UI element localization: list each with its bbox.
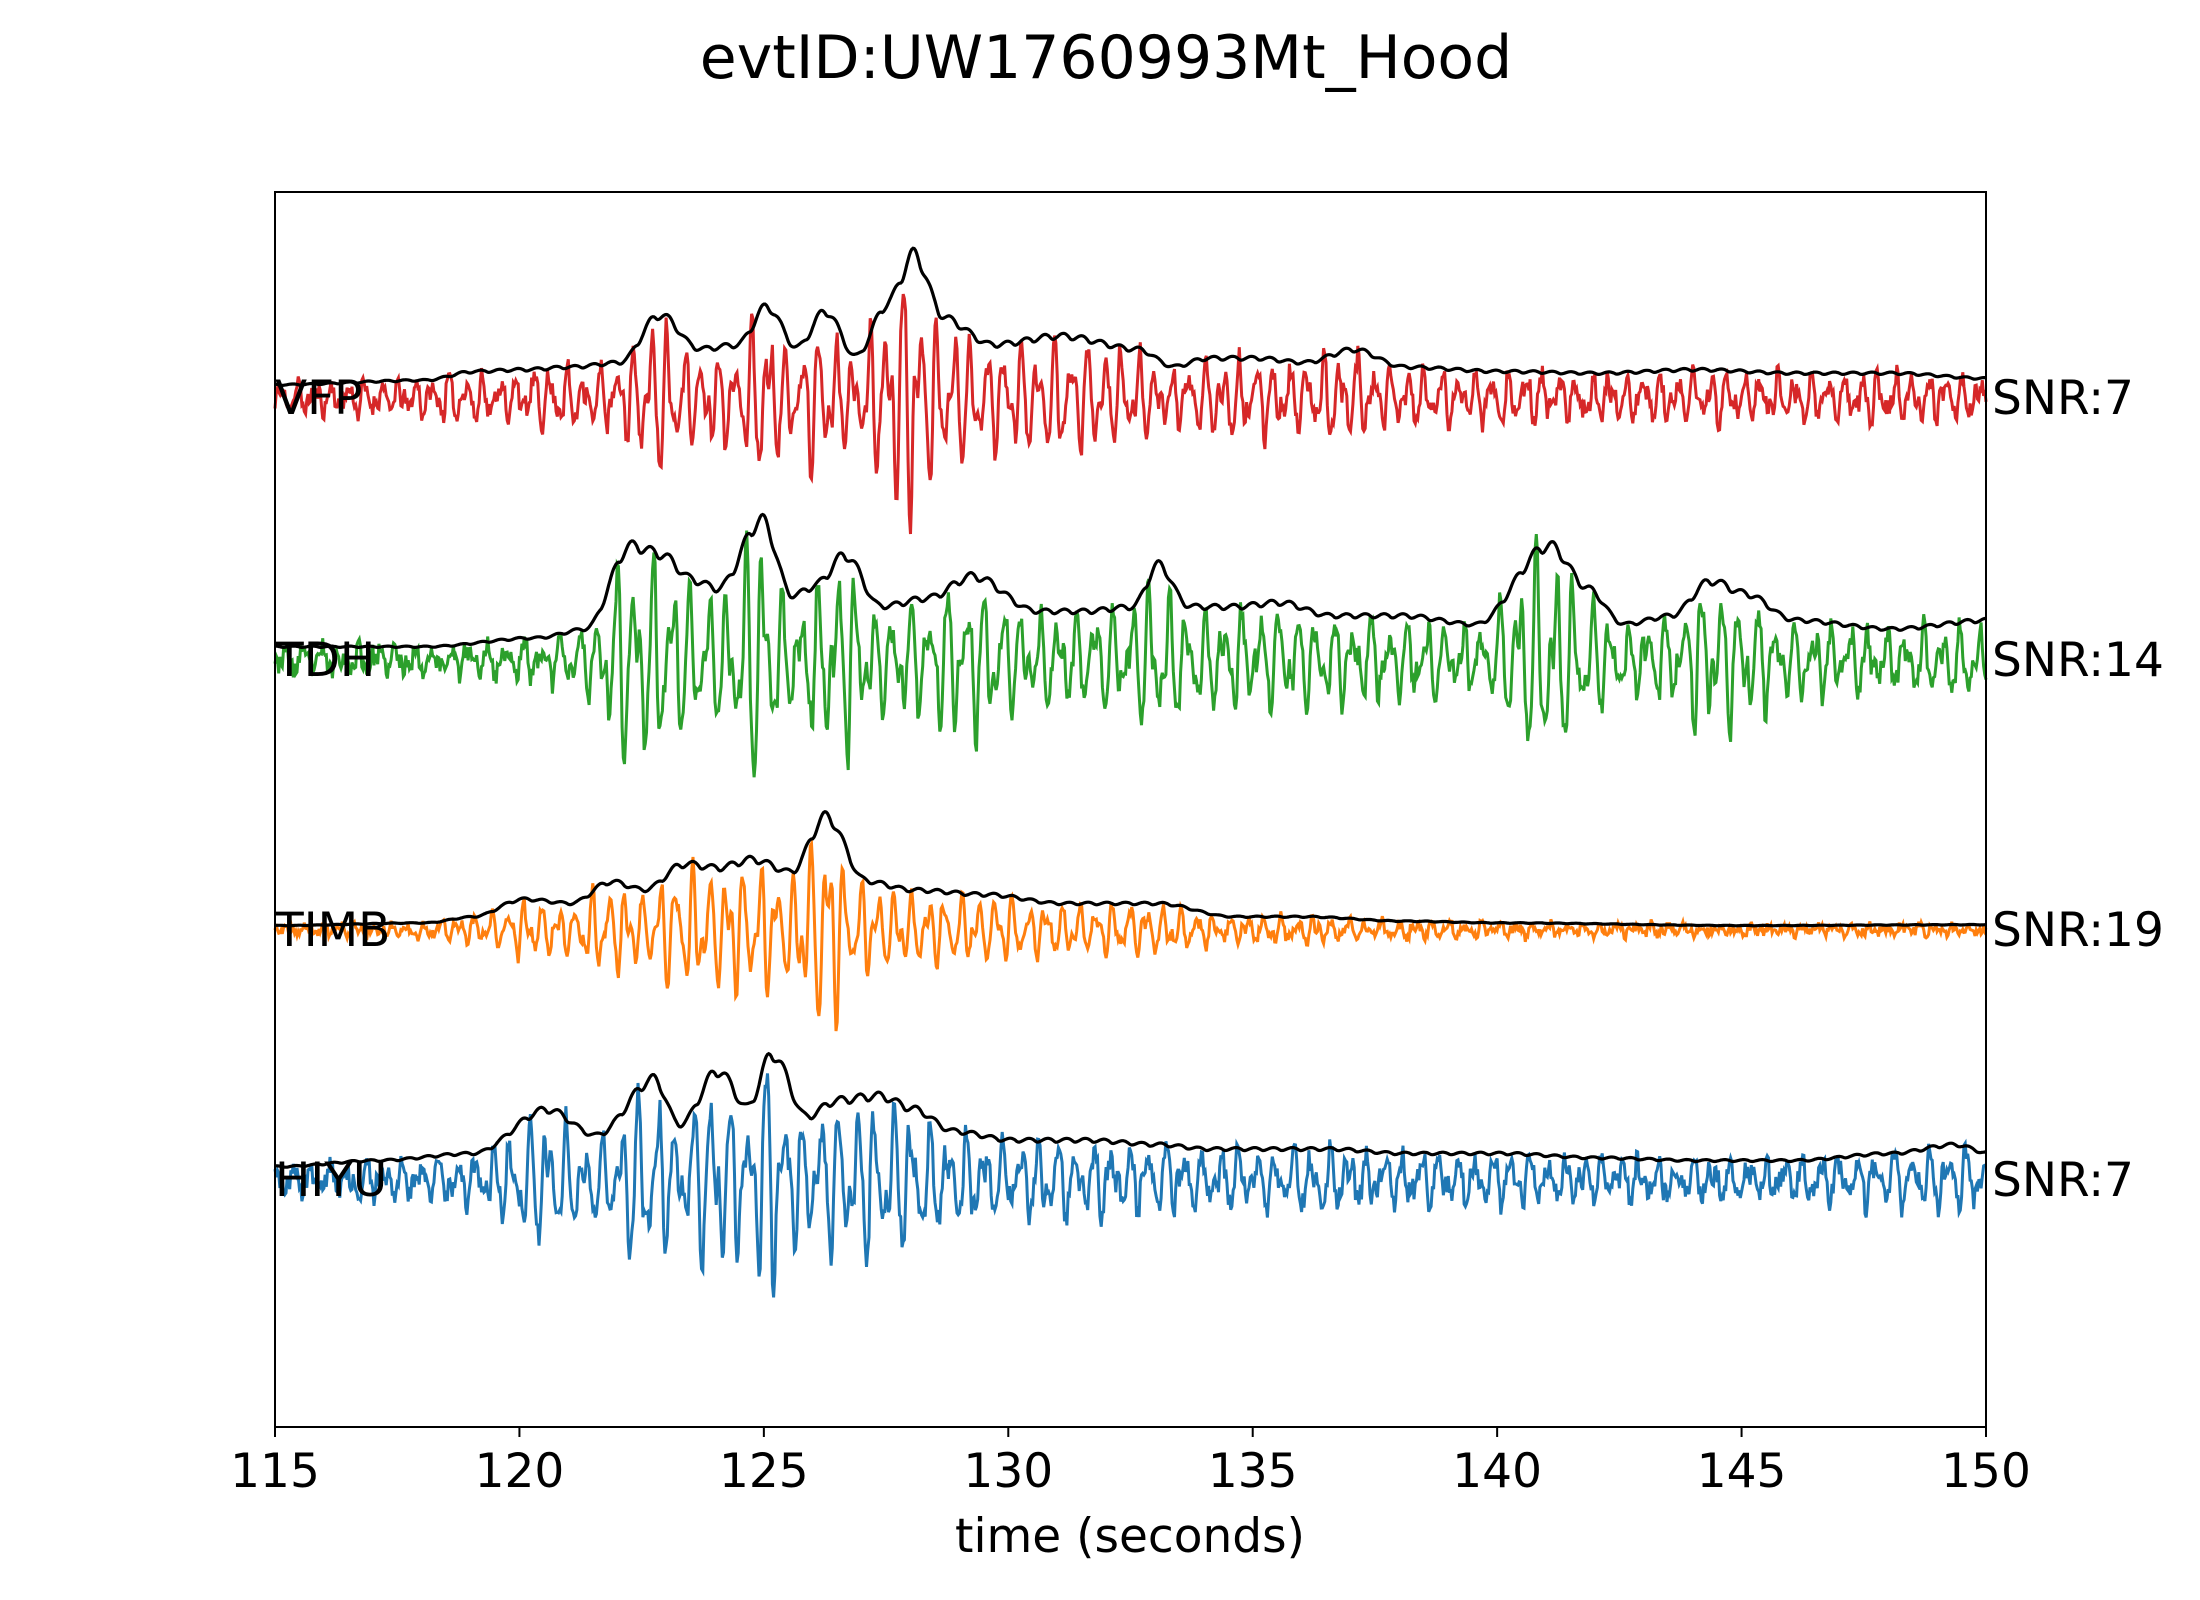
traces-group bbox=[273, 246, 1988, 1298]
x-tick-label: 130 bbox=[963, 1444, 1053, 1499]
trace-timb bbox=[273, 838, 1988, 1032]
envelope-vfp bbox=[274, 246, 1986, 388]
envelope-tdh bbox=[274, 512, 1987, 650]
snr-label-vfp: SNR:7 bbox=[1992, 371, 2134, 426]
x-tick-label: 115 bbox=[230, 1444, 320, 1499]
envelope-timb bbox=[275, 809, 1987, 928]
station-label-hiyu: HIYU bbox=[275, 1153, 387, 1208]
trace-vfp bbox=[273, 293, 1988, 535]
trace-tdh bbox=[273, 530, 1988, 778]
station-label-tdh: TDH bbox=[274, 633, 375, 688]
station-label-timb: TIMB bbox=[274, 903, 390, 958]
station-label-vfp: VFP bbox=[275, 371, 363, 426]
snr-label-timb: SNR:19 bbox=[1992, 903, 2164, 958]
snr-label-tdh: SNR:14 bbox=[1992, 633, 2164, 688]
snr-label-hiyu: SNR:7 bbox=[1992, 1153, 2134, 1208]
trace-labels-group: VFP SNR:7 TDH SNR:14 TIMB SNR:19 HIYU SNR:7 bbox=[274, 371, 2164, 1208]
x-tick-label: 125 bbox=[719, 1444, 809, 1499]
x-tick-label: 140 bbox=[1452, 1444, 1542, 1499]
trace-hiyu bbox=[273, 1073, 1986, 1298]
x-axis-label: time (seconds) bbox=[955, 1509, 1305, 1564]
x-tick-label: 120 bbox=[475, 1444, 565, 1499]
x-tick-label: 150 bbox=[1941, 1444, 2031, 1499]
x-tick-label: 145 bbox=[1697, 1444, 1787, 1499]
x-axis: 115 120 125 130 135 140 145 150 bbox=[230, 1427, 2031, 1499]
envelope-hiyu bbox=[275, 1051, 1987, 1169]
chart-title: evtID:UW1760993Mt_Hood bbox=[700, 23, 1512, 93]
x-tick-label: 135 bbox=[1208, 1444, 1298, 1499]
plot-frame bbox=[274, 191, 1987, 1428]
